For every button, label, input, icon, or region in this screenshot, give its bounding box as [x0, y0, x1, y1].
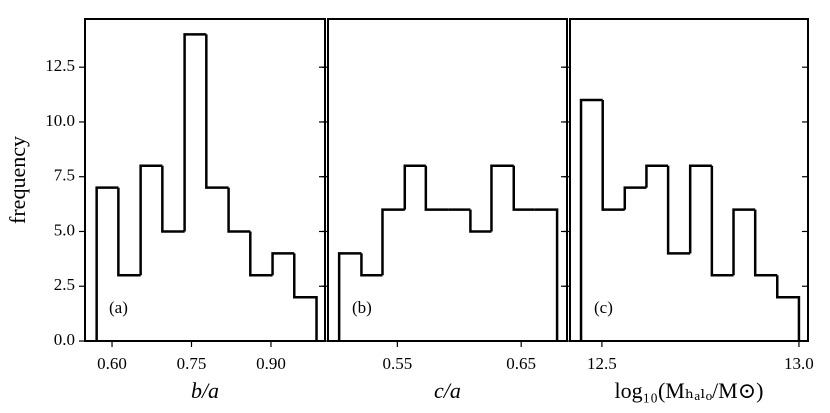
histogram-bin — [753, 209, 778, 277]
x-tick-label: 0.65 — [506, 354, 536, 373]
panel-frame — [569, 18, 809, 342]
histogram-bin — [534, 208, 559, 341]
histogram-bin — [732, 208, 756, 276]
histogram-bin — [183, 33, 207, 232]
x-axis-label: c/a — [434, 378, 461, 403]
y-axis-label: frequency — [5, 136, 30, 224]
histogram-bin — [645, 164, 669, 188]
histogram-bin — [512, 165, 535, 211]
panel-frame — [327, 18, 568, 342]
histogram-bin — [95, 186, 119, 341]
histogram-bin — [666, 165, 691, 255]
histogram-bin — [381, 208, 405, 276]
histogram-bin — [490, 164, 514, 232]
histogram-bin — [249, 231, 273, 277]
histogram-bin — [579, 98, 603, 341]
x-axis-label: log₁₀(Mₕₐₗₒ/M⊙) — [615, 378, 764, 403]
histogram-bin — [293, 253, 318, 341]
panel-label: (c) — [594, 298, 613, 317]
panel-frame — [84, 18, 326, 342]
x-tick-label: 0.75 — [177, 354, 207, 373]
y-tick-label: 10.0 — [45, 111, 75, 130]
y-tick-label: 2.5 — [54, 275, 75, 294]
x-tick-label: 0.60 — [97, 354, 127, 373]
histogram-bin — [139, 164, 163, 276]
histogram-bin — [227, 187, 251, 233]
histogram-bin — [337, 252, 362, 341]
histogram-bin — [688, 164, 712, 254]
panel-label: (a) — [109, 298, 128, 317]
histogram-bin — [710, 165, 734, 277]
y-tick-label: 0.0 — [54, 330, 75, 349]
histogram-bin — [424, 165, 449, 211]
histogram-bin — [117, 187, 141, 277]
y-tick-label: 5.0 — [54, 220, 75, 239]
x-tick-label: 12.5 — [587, 354, 617, 373]
histogram-bin — [776, 275, 801, 341]
histogram-bin — [271, 252, 295, 276]
histogram-bin — [469, 209, 492, 233]
histogram-bin — [601, 100, 625, 211]
histogram-bin — [360, 253, 383, 277]
panel-label: (b) — [352, 298, 372, 317]
histogram-bin — [623, 186, 647, 210]
histogram-bin — [205, 34, 229, 189]
x-tick-label: 13.0 — [784, 354, 814, 373]
histogram-bin — [161, 165, 185, 233]
histogram-bin — [403, 164, 426, 210]
y-tick-label: 12.5 — [45, 56, 75, 75]
x-tick-label: 0.55 — [382, 354, 412, 373]
x-tick-label: 0.90 — [256, 354, 286, 373]
x-axis-label: b/a — [191, 378, 219, 403]
y-tick-label: 7.5 — [54, 166, 75, 185]
